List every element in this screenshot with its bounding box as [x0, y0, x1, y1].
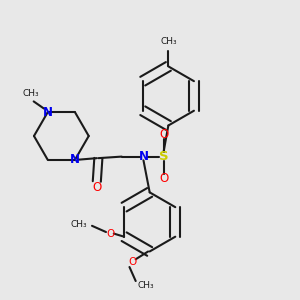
Text: O: O — [128, 257, 137, 267]
Text: O: O — [92, 181, 101, 194]
Text: CH₃: CH₃ — [137, 281, 154, 290]
Text: N: N — [139, 150, 148, 163]
Text: N: N — [70, 153, 80, 166]
Text: CH₃: CH₃ — [71, 220, 87, 229]
Text: CH₃: CH₃ — [22, 89, 39, 98]
Text: N: N — [43, 106, 53, 119]
Text: S: S — [159, 150, 169, 163]
Text: O: O — [159, 128, 168, 141]
Text: CH₃: CH₃ — [160, 37, 177, 46]
Text: O: O — [159, 172, 168, 185]
Text: O: O — [106, 229, 115, 238]
